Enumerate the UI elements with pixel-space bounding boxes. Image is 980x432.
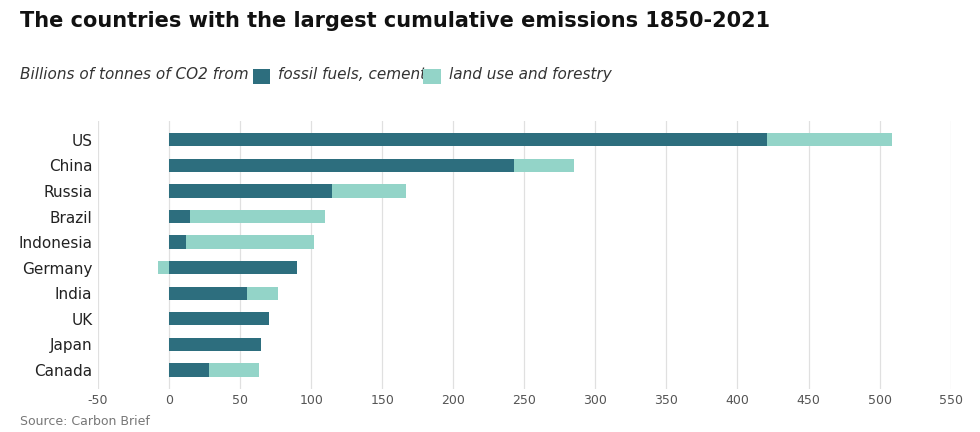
- Bar: [170, 133, 767, 146]
- Text: fossil fuels, cement: fossil fuels, cement: [278, 67, 426, 82]
- Bar: [170, 184, 332, 197]
- Text: The countries with the largest cumulative emissions 1850-2021: The countries with the largest cumulativ…: [20, 11, 769, 31]
- Bar: [170, 159, 514, 172]
- Bar: [209, 363, 259, 377]
- Bar: [170, 312, 269, 325]
- Bar: [170, 363, 209, 377]
- Bar: [170, 235, 186, 249]
- Bar: [767, 133, 893, 146]
- Bar: [247, 286, 278, 300]
- Bar: [186, 235, 314, 249]
- Text: land use and forestry: land use and forestry: [449, 67, 612, 82]
- Bar: [170, 286, 247, 300]
- Bar: [514, 159, 574, 172]
- Text: Billions of tonnes of CO2 from: Billions of tonnes of CO2 from: [20, 67, 248, 82]
- Bar: [170, 338, 262, 351]
- Bar: [170, 261, 297, 274]
- Bar: [332, 184, 407, 197]
- Text: Source: Carbon Brief: Source: Carbon Brief: [20, 415, 150, 428]
- Bar: [190, 210, 325, 223]
- Bar: [158, 261, 170, 274]
- Bar: [170, 210, 190, 223]
